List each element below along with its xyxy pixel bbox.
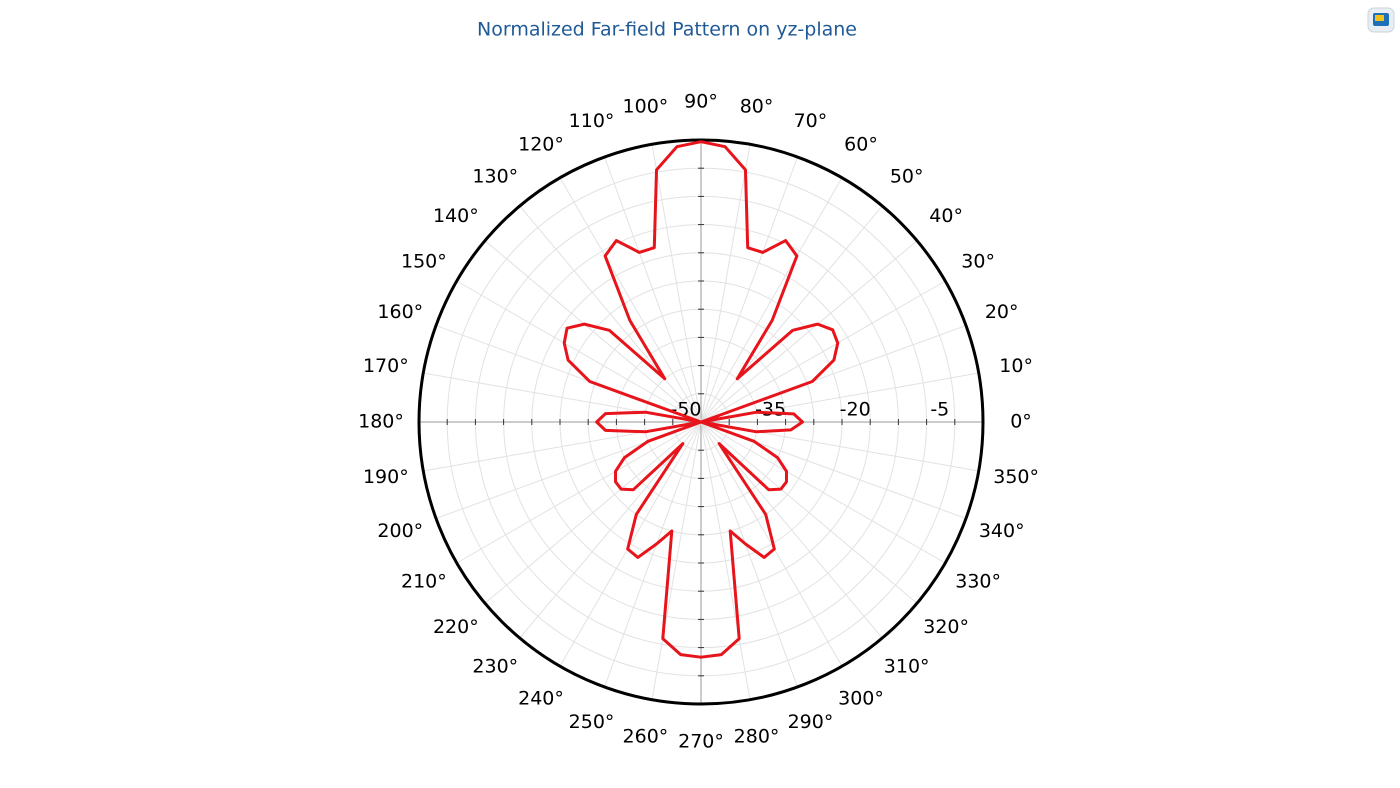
- angle-label: 20°: [985, 301, 1019, 323]
- grid-spoke: [700, 421, 798, 688]
- angle-label: 210°: [401, 571, 447, 593]
- angle-label: 160°: [377, 301, 423, 323]
- angle-label: 270°: [678, 731, 724, 753]
- grid-spoke: [700, 421, 918, 604]
- angle-label: 350°: [993, 466, 1039, 488]
- angle-label: 60°: [844, 133, 878, 155]
- angle-label: 340°: [979, 520, 1025, 542]
- angle-label: 290°: [788, 711, 834, 733]
- grid-spoke: [559, 177, 702, 423]
- grid-spoke: [700, 240, 918, 423]
- angle-label: 50°: [890, 165, 924, 187]
- grid-spoke: [700, 421, 883, 639]
- angle-label: 220°: [433, 616, 479, 638]
- angle-label: 120°: [518, 133, 564, 155]
- angle-label: 80°: [740, 95, 774, 117]
- angle-label: 40°: [929, 205, 963, 227]
- angle-label: 110°: [569, 110, 615, 132]
- angle-label: 300°: [838, 688, 884, 710]
- angle-label: 130°: [472, 165, 518, 187]
- grid-spoke: [700, 144, 751, 423]
- r-tick-label: -35: [755, 399, 786, 421]
- grid-spoke: [700, 156, 798, 423]
- angle-label: 150°: [401, 251, 447, 273]
- grid-spoke: [651, 144, 702, 423]
- grid-spoke: [700, 421, 843, 667]
- grid-spoke: [519, 205, 702, 423]
- angle-label: 100°: [623, 95, 669, 117]
- angle-label: 30°: [961, 251, 995, 273]
- grid-spoke: [456, 280, 702, 423]
- grid-spoke: [484, 240, 702, 423]
- angle-label: 230°: [472, 656, 518, 678]
- angle-label: 310°: [884, 656, 930, 678]
- outer-circle: [417, 138, 985, 706]
- angle-label: 250°: [569, 711, 615, 733]
- grid-spoke: [519, 421, 702, 639]
- angle-label: 180°: [358, 411, 404, 433]
- angle-label: 260°: [623, 726, 669, 748]
- angle-label: 330°: [955, 571, 1001, 593]
- grid-spoke: [559, 421, 702, 667]
- angle-label: 0°: [1010, 411, 1032, 433]
- grid-spoke: [651, 421, 702, 700]
- angle-label: 10°: [999, 355, 1033, 377]
- r-tick-label: -5: [930, 399, 949, 421]
- chart-title: Normalized Far-field Pattern on yz-plane: [477, 19, 857, 41]
- grid-spoke: [700, 205, 883, 423]
- angle-label: 320°: [923, 616, 969, 638]
- angle-label: 280°: [734, 726, 780, 748]
- angle-label: 190°: [363, 466, 409, 488]
- angle-label: 170°: [363, 355, 409, 377]
- angle-label: 140°: [433, 205, 479, 227]
- pattern-line: [562, 140, 840, 659]
- angle-label: 70°: [794, 110, 828, 132]
- grid-spoke: [700, 280, 946, 423]
- grid-spoke: [456, 421, 702, 564]
- angle-label: 90°: [684, 91, 718, 113]
- app-icon: [1367, 7, 1395, 33]
- grid-spoke: [484, 421, 702, 604]
- grid-spoke: [700, 421, 946, 564]
- grid-spoke: [604, 156, 702, 423]
- angle-label: 200°: [377, 520, 423, 542]
- grid-spoke: [604, 421, 702, 688]
- angle-label: 240°: [518, 688, 564, 710]
- grid-spoke: [700, 421, 751, 700]
- grid-spoke: [700, 177, 843, 423]
- r-tick-label: -20: [840, 399, 871, 421]
